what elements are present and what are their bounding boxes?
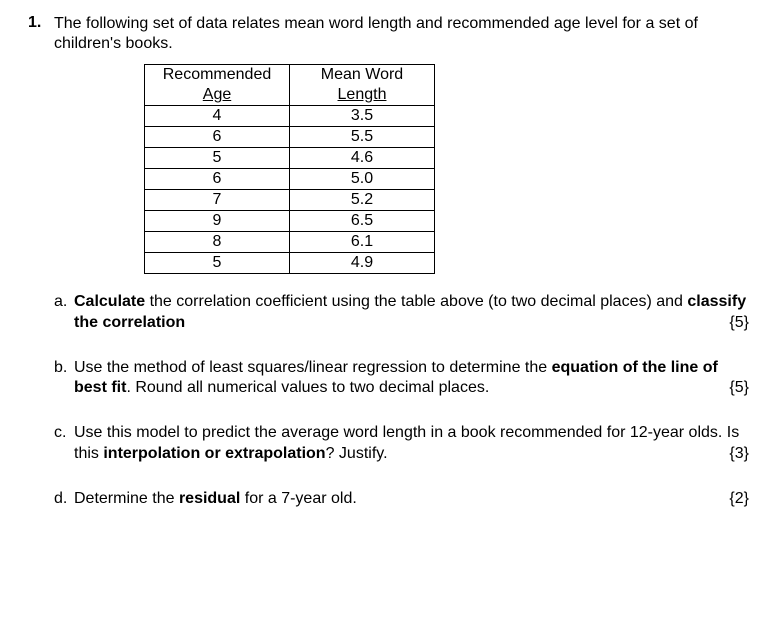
table-header-col2: Mean Word Length: [290, 65, 435, 106]
part-d: d. Determine the residual for a 7-year o…: [54, 489, 751, 510]
table-row: 43.5: [145, 106, 435, 127]
table-row: 65.0: [145, 169, 435, 190]
table-row: 86.1: [145, 232, 435, 253]
question-number: 1.: [28, 14, 54, 32]
part-a: a. Calculate the correlation coefficient…: [54, 292, 751, 334]
table-row: 96.5: [145, 211, 435, 232]
part-b: b. Use the method of least squares/linea…: [54, 358, 751, 400]
table-row: 75.2: [145, 190, 435, 211]
table-row: 54.9: [145, 253, 435, 274]
part-c: c. Use this model to predict the average…: [54, 423, 751, 465]
marks-b: {5}: [729, 378, 749, 399]
table-header-col1: Recommended Age: [145, 65, 290, 106]
table-row: 65.5: [145, 127, 435, 148]
data-table: Recommended Age Mean Word Length 43.5 65…: [144, 64, 435, 274]
question-intro: The following set of data relates mean w…: [54, 14, 751, 54]
table-row: 54.6: [145, 148, 435, 169]
marks-c: {3}: [729, 444, 749, 465]
marks-a: {5}: [729, 313, 749, 334]
marks-d: {2}: [729, 489, 749, 510]
